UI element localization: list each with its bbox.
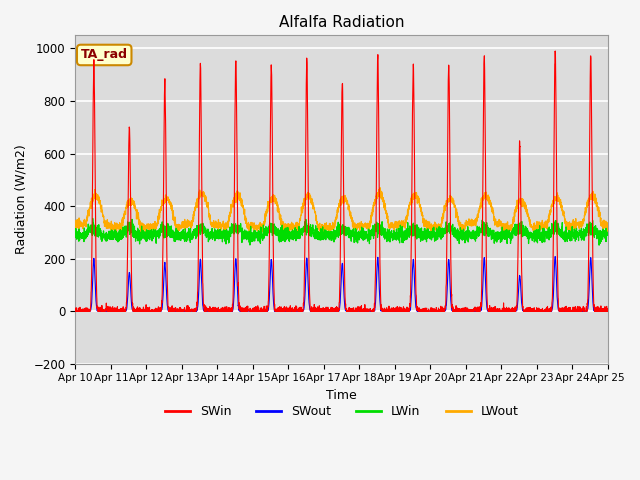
X-axis label: Time: Time [326,389,357,402]
Text: TA_rad: TA_rad [81,48,128,61]
Y-axis label: Radiation (W/m2): Radiation (W/m2) [15,144,28,254]
Title: Alfalfa Radiation: Alfalfa Radiation [279,15,404,30]
Legend: SWin, SWout, LWin, LWout: SWin, SWout, LWin, LWout [159,400,524,423]
